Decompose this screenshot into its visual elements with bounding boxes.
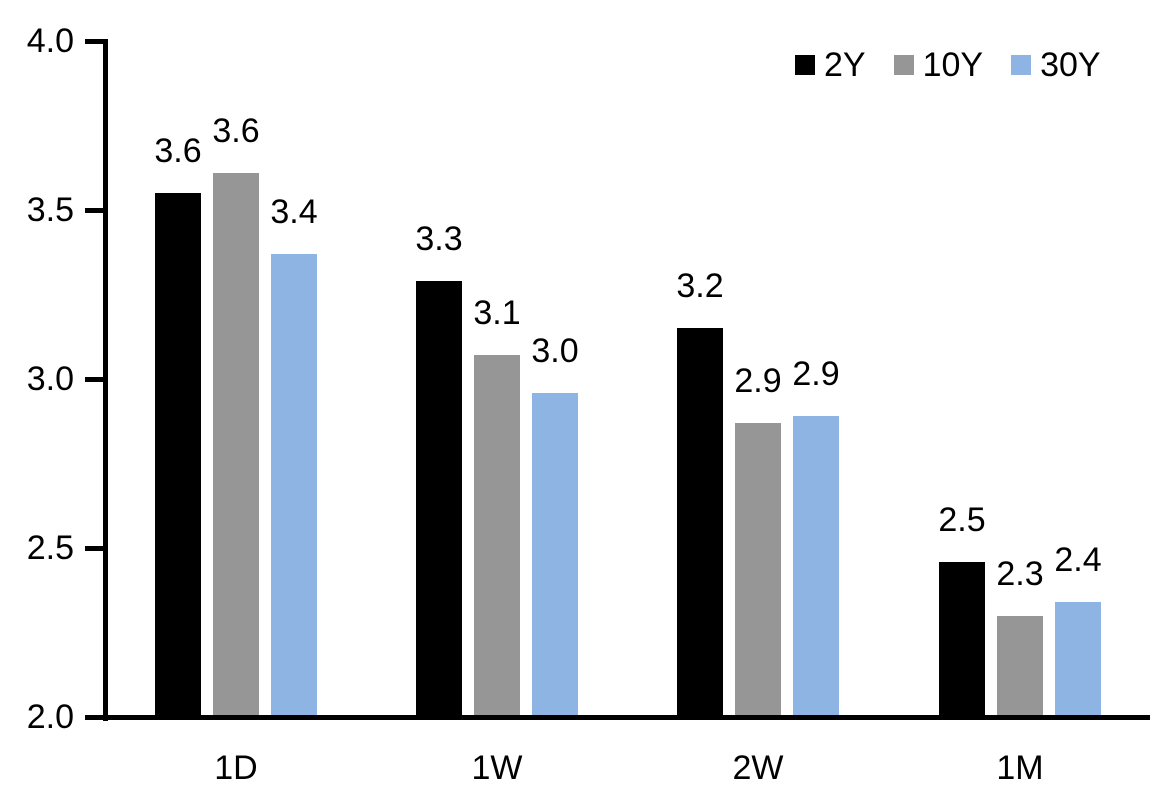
bar-10y-1w — [474, 355, 520, 720]
x-tick-label-1w: 1W — [471, 749, 523, 787]
bar-30y-2w — [793, 416, 839, 720]
bar-label-30y-1w: 3.0 — [531, 332, 579, 370]
legend-swatch-icon — [1011, 55, 1032, 75]
bar-2y-2w — [677, 328, 723, 720]
bar-label-10y-1m: 2.3 — [996, 555, 1044, 593]
bar-label-30y-1m: 2.4 — [1054, 541, 1102, 579]
bar-label-2y-1d: 3.6 — [154, 132, 202, 170]
bar-label-2y-1w: 3.3 — [415, 220, 463, 258]
bar-30y-1d — [271, 254, 317, 720]
y-tick-1 — [85, 208, 103, 213]
bar-10y-2w — [735, 423, 781, 720]
legend: 2Y 10Y 30Y — [795, 45, 1101, 85]
y-tick-label-4: 2.0 — [26, 698, 74, 736]
bar-2y-1d — [155, 193, 201, 720]
y-axis-line — [103, 39, 108, 721]
bar-30y-1w — [532, 393, 578, 720]
y-tick-label-0: 4.0 — [26, 22, 74, 60]
bar-2y-1m — [939, 562, 985, 720]
bar-label-10y-2w: 2.9 — [734, 362, 782, 400]
legend-label: 10Y — [922, 46, 984, 84]
x-tick-label-1m: 1M — [996, 749, 1044, 787]
legend-label: 30Y — [1040, 46, 1101, 84]
y-tick-0 — [85, 39, 103, 44]
y-tick-label-3: 2.5 — [26, 529, 74, 567]
legend-swatch-icon — [795, 55, 815, 75]
bar-label-30y-2w: 2.9 — [792, 355, 840, 393]
bar-label-10y-1d: 3.6 — [212, 112, 260, 150]
x-axis-line — [103, 715, 1150, 720]
bar-10y-1d — [213, 173, 259, 720]
legend-item-10y: 10Y — [893, 45, 984, 85]
y-tick-4 — [85, 715, 103, 720]
y-tick-3 — [85, 546, 103, 551]
bar-30y-1m — [1055, 602, 1101, 720]
bar-label-30y-1d: 3.4 — [270, 193, 318, 231]
y-tick-label-1: 3.5 — [26, 191, 74, 229]
x-tick-label-1d: 1D — [214, 749, 258, 787]
legend-swatch-icon — [893, 55, 914, 75]
bar-2y-1w — [416, 281, 462, 720]
x-tick-label-2w: 2W — [732, 749, 784, 787]
bar-label-2y-2w: 3.2 — [676, 267, 724, 305]
legend-item-30y: 30Y — [1011, 45, 1101, 85]
y-tick-label-2: 3.0 — [26, 360, 74, 398]
bar-10y-1m — [997, 616, 1043, 720]
y-tick-2 — [85, 377, 103, 382]
bar-label-2y-1m: 2.5 — [938, 501, 986, 539]
legend-item-2y: 2Y — [795, 45, 866, 85]
legend-label: 2Y — [824, 46, 866, 84]
bar-label-10y-1w: 3.1 — [473, 294, 521, 332]
